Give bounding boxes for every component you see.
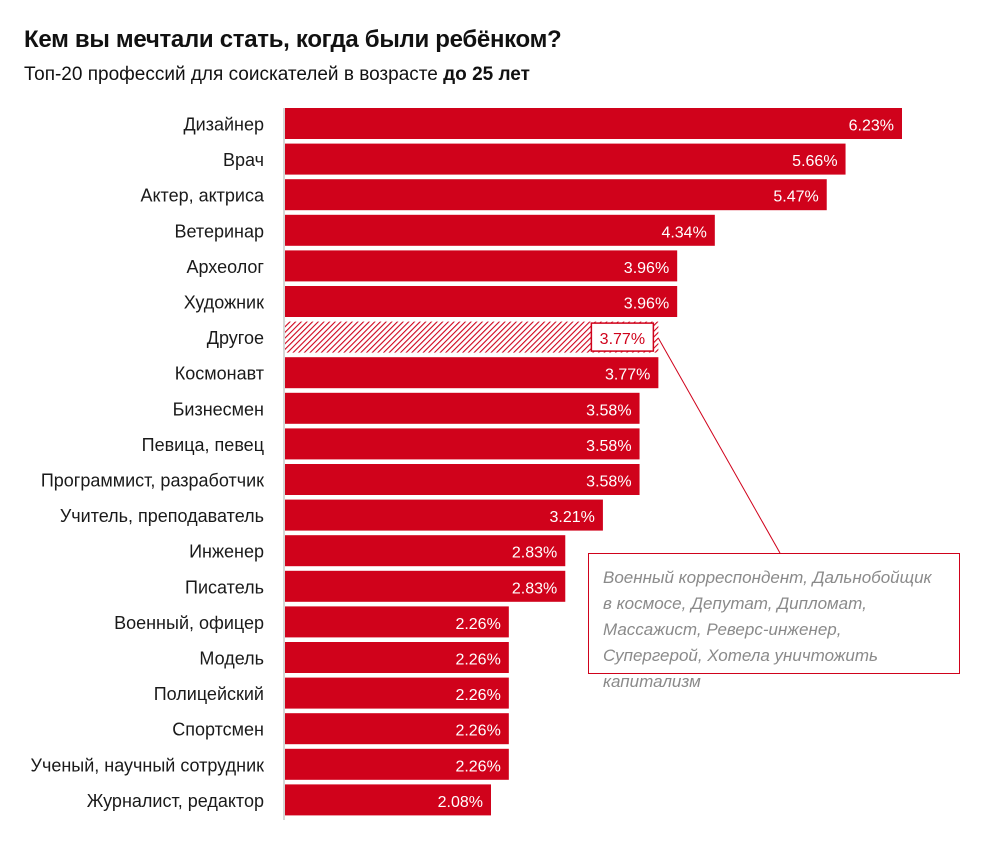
bar: [285, 642, 509, 673]
category-label: Археолог: [186, 257, 264, 277]
category-label: Космонавт: [175, 364, 264, 384]
bar: [285, 570, 566, 602]
category-label: Писатель: [185, 577, 264, 597]
category-label: Ветеринар: [175, 221, 265, 241]
value-label: 2.83%: [512, 545, 557, 562]
category-label: Дизайнер: [183, 115, 264, 135]
bar: [285, 108, 902, 139]
value-label: 3.77%: [605, 367, 650, 384]
category-label: Певица, певец: [142, 435, 264, 455]
category-label: Врач: [223, 150, 264, 170]
bar: [285, 428, 640, 460]
value-label: 2.26%: [455, 616, 500, 633]
bar: [285, 677, 509, 709]
value-label: 2.26%: [455, 687, 500, 704]
value-label: 2.08%: [438, 794, 483, 811]
value-label: 3.21%: [550, 509, 595, 526]
value-label: 2.26%: [455, 758, 500, 775]
value-label: 3.96%: [624, 296, 669, 313]
category-label: Военный, офицер: [114, 613, 264, 633]
category-label: Программист, разработчик: [41, 471, 264, 491]
bar: [285, 392, 640, 424]
bar: [285, 214, 715, 246]
value-label: 2.26%: [455, 723, 500, 740]
value-label: 2.83%: [512, 580, 557, 597]
category-label: Спортсмен: [172, 720, 264, 740]
category-label: Бизнесмен: [173, 399, 264, 419]
category-label: Инженер: [189, 542, 264, 562]
category-label: Другое: [207, 328, 264, 348]
value-label-box: [590, 322, 655, 352]
bar: [285, 464, 640, 495]
bar: [285, 143, 846, 175]
value-label: 3.58%: [586, 474, 631, 491]
category-label: Учитель, преподаватель: [60, 506, 264, 526]
bar: [285, 499, 603, 531]
bar: [285, 357, 659, 389]
value-label: 4.34%: [661, 224, 706, 241]
value-label: 2.26%: [455, 652, 500, 669]
value-label: 3.58%: [586, 402, 631, 419]
bar: [285, 606, 509, 638]
value-label: 3.58%: [586, 438, 631, 455]
value-label: 3.96%: [624, 260, 669, 277]
category-label: Полицейский: [154, 684, 264, 704]
bar: [285, 179, 827, 211]
other-callout: Военный корреспондент, Дальнобойщик в ко…: [588, 553, 960, 691]
bar: [285, 286, 678, 317]
value-label: 5.66%: [792, 153, 837, 170]
bar: [285, 748, 509, 780]
callout-leader-line: [657, 337, 781, 554]
category-label: Актер, актриса: [140, 186, 265, 206]
category-label: Ученый, научный сотрудник: [31, 755, 265, 775]
value-label: 3.77%: [600, 331, 645, 348]
value-label: 6.23%: [849, 118, 894, 135]
chart-title: Кем вы мечтали стать, когда были ребёнко…: [24, 26, 562, 53]
bar: [285, 250, 678, 282]
chart-subtitle: Топ-20 профессий для соискателей в возра…: [24, 64, 530, 86]
category-label: Художник: [184, 293, 264, 313]
bar: [285, 784, 491, 816]
bar: [285, 535, 566, 567]
subtitle-bold: до 25 лет: [443, 64, 530, 85]
bar: [285, 713, 509, 745]
subtitle-prefix: Топ-20 профессий для соискателей в возра…: [24, 64, 444, 85]
category-label: Модель: [199, 649, 264, 669]
category-label: Журналист, редактор: [87, 791, 264, 811]
value-label: 5.47%: [773, 189, 818, 206]
